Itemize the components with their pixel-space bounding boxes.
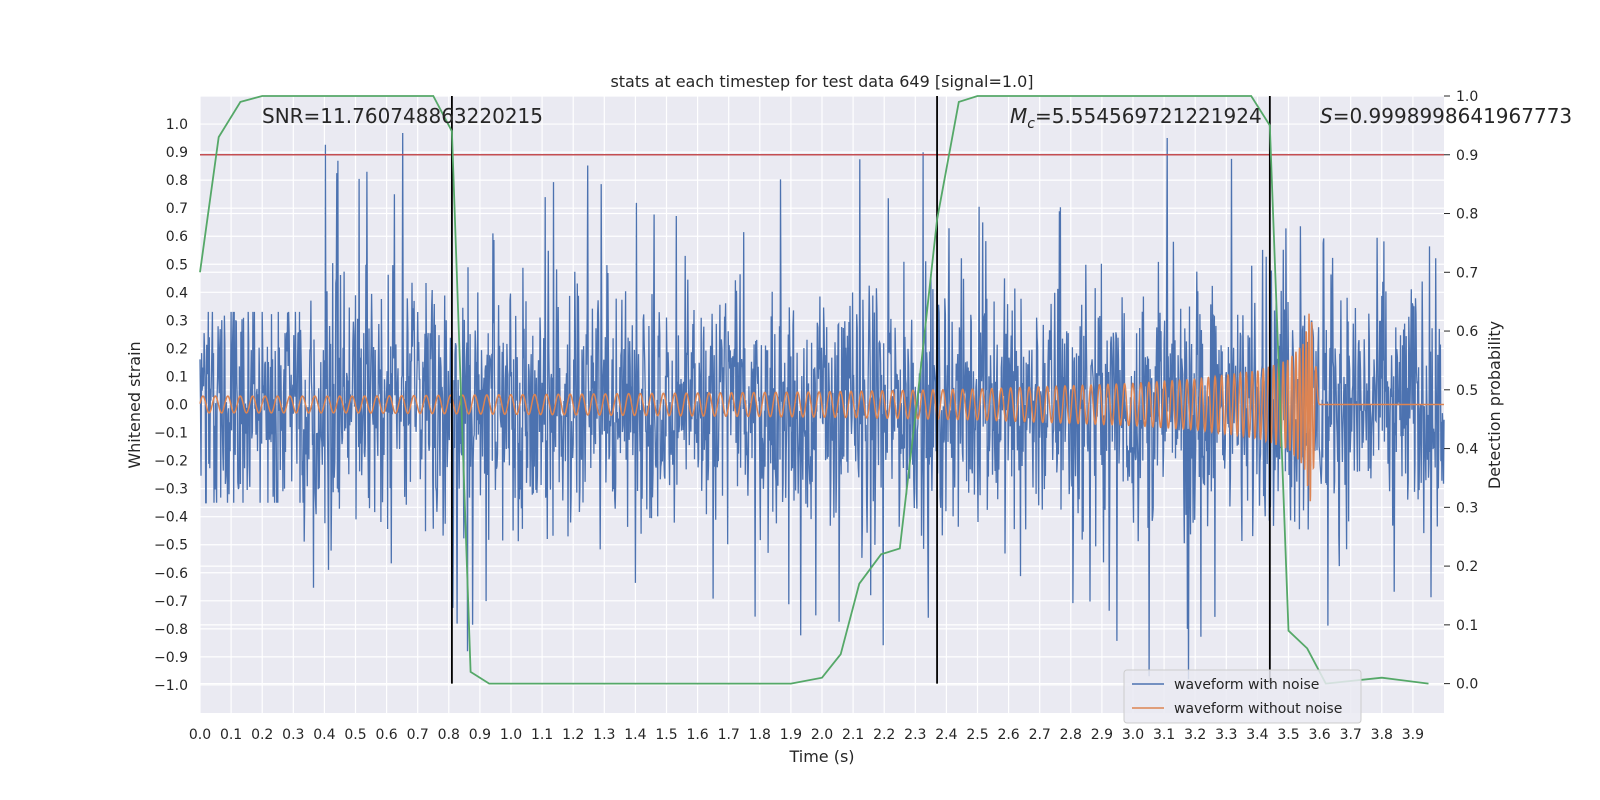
y-tick-label: 0.3 [166,313,188,329]
x-tick-label: 0.2 [251,727,273,743]
y2-tick-label: 0.5 [1456,383,1478,399]
legend-label-clean: waveform without noise [1174,701,1342,717]
mc-value: =5.554569721221924 [1035,104,1262,128]
plot-area [199,95,1445,685]
y2-tick-label: 0.8 [1456,207,1478,223]
y-tick-label: 0.2 [166,341,188,357]
x-tick-label: 2.5 [966,727,988,743]
x-axis-label: Time (s) [788,747,854,766]
mc-subscript: c [1027,116,1035,132]
x-tick-label: 2.0 [811,727,833,743]
mc-symbol: M [1010,104,1027,128]
x-tick-label: 3.2 [1184,727,1206,743]
x-tick-label: 2.4 [935,727,957,743]
x-tick-label: 0.3 [282,727,304,743]
y2-tick-label: 0.9 [1456,148,1478,164]
series-detection-probability [199,95,1429,685]
x-tick-label: 1.4 [624,727,646,743]
y2-tick-label: 0.3 [1456,500,1478,516]
y-tick-label: 0.0 [166,398,188,414]
x-tick-label: 0.0 [189,727,211,743]
x-tick-label: 1.6 [686,727,708,743]
x-tick-label: 3.3 [1215,727,1237,743]
x-tick-label: 3.0 [1122,727,1144,743]
x-tick-label: 0.1 [220,727,242,743]
legend-label-noise: waveform with noise [1174,677,1319,693]
y2-tick-label: 0.1 [1456,618,1478,634]
y-tick-label: −0.3 [154,482,188,498]
y2-tick-label: 0.2 [1456,559,1478,575]
y-tick-label: −0.6 [154,566,188,582]
x-tick-label: 3.8 [1371,727,1393,743]
y2-tick-label: 0.7 [1456,265,1478,281]
y-tick-label: 0.7 [166,201,188,217]
s-symbol: S [1320,104,1333,128]
y2-tick-label: 0.0 [1456,677,1478,693]
y-tick-label: −0.2 [154,454,188,470]
x-tick-label: 1.3 [593,727,615,743]
y-tick-label: 0.4 [166,285,188,301]
x-tick-label: 1.7 [718,727,740,743]
x-tick-label: 2.1 [842,727,864,743]
x-tick-label: 1.5 [655,727,677,743]
y-tick-label: −0.9 [154,650,188,666]
x-tick-label: 1.9 [780,727,802,743]
x-tick-label: 1.1 [531,727,553,743]
y2-tick-label: 0.4 [1456,442,1478,458]
y-tick-label: 0.6 [166,229,188,245]
x-tick-label: 0.6 [375,727,397,743]
series-waveform-without-noise [199,313,1444,502]
y-tick-label: 0.5 [166,257,188,273]
y-tick-label: 0.1 [166,369,188,385]
y2-axis-label: Detection probability [1485,321,1504,489]
x-tick-label: 2.9 [1091,727,1113,743]
x-tick-label: 2.8 [1060,727,1082,743]
y-tick-label: 0.8 [166,173,188,189]
x-tick-label: 2.7 [1029,727,1051,743]
y-tick-label: −0.8 [154,622,188,638]
x-tick-label: 3.1 [1153,727,1175,743]
y-tick-label: −0.4 [154,510,188,526]
chart-title: stats at each timestep for test data 649… [610,72,1033,91]
s-annotation: S=0.9998998641967773 [1320,104,1572,128]
y-tick-label: −1.0 [154,678,188,694]
y-tick-label: −0.5 [154,538,188,554]
y-tick-label: 1.0 [166,117,188,133]
s-value: =0.9998998641967773 [1333,104,1572,128]
x-tick-label: 0.7 [407,727,429,743]
y-tick-label: −0.1 [154,426,188,442]
y-tick-label: 0.9 [166,145,188,161]
y-axis-label: Whitened strain [125,341,144,468]
x-tick-label: 0.9 [469,727,491,743]
series-waveform-with-noise [199,132,1445,680]
legend-box [1123,669,1362,724]
axes-ticks: 0.0 0.1 0.2 0.3 0.4 0.5 0.6 0.7 0.8 0.9 1.0 1.1 1.2 1… [154,89,1478,743]
x-tick-label: 3.6 [1308,727,1330,743]
y2-tick-label: 0.6 [1456,324,1478,340]
x-tick-label: 3.5 [1277,727,1299,743]
x-tick-label: 1.2 [562,727,584,743]
x-tick-label: 1.8 [749,727,771,743]
x-tick-label: 0.5 [344,727,366,743]
x-tick-label: 3.9 [1402,727,1424,743]
x-tick-label: 0.4 [313,727,335,743]
x-tick-label: 2.2 [873,727,895,743]
x-tick-label: 2.6 [997,727,1019,743]
x-tick-label: 2.3 [904,727,926,743]
snr-annotation: SNR=11.760748863220215 [262,104,543,128]
x-tick-label: 3.7 [1340,727,1362,743]
x-tick-label: 0.8 [438,727,460,743]
y2-tick-label: 1.0 [1456,89,1478,105]
legend: waveform with noise waveform without noi… [1123,669,1362,724]
x-tick-label: 3.4 [1246,727,1268,743]
x-tick-label: 1.0 [500,727,522,743]
y-tick-label: −0.7 [154,594,188,610]
mc-annotation: Mc=5.554569721221924 [1010,104,1262,132]
